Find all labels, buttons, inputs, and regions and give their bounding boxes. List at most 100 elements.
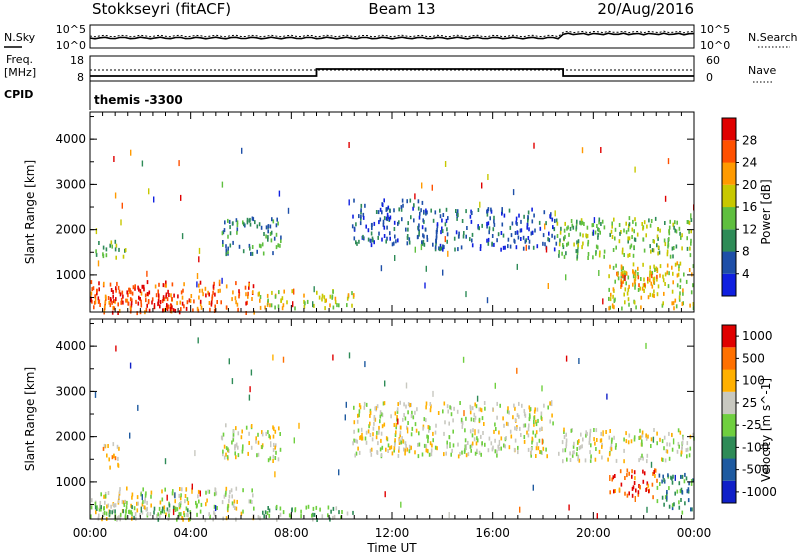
heatmap-cell	[134, 286, 136, 291]
heatmap-cell	[116, 517, 118, 522]
heatmap-cell	[456, 409, 459, 414]
heatmap-cell	[272, 454, 275, 459]
heatmap-cell	[145, 307, 148, 312]
heatmap-cell	[679, 489, 682, 494]
heatmap-cell	[620, 272, 623, 276]
heatmap-cell	[504, 245, 506, 250]
heatmap-cell	[137, 501, 139, 506]
heatmap-cell	[613, 435, 615, 440]
heatmap-cell	[126, 298, 129, 303]
heatmap-cell	[116, 281, 118, 286]
heatmap-cell	[231, 440, 233, 445]
noise-panel-frame	[89, 24, 695, 49]
colorbar-swatch	[722, 369, 736, 392]
heatmap-cell	[612, 287, 615, 292]
heatmap-cell	[96, 505, 98, 510]
heatmap-cell	[235, 486, 238, 491]
heatmap-cell	[449, 405, 451, 410]
heatmap-cell	[523, 439, 526, 444]
heatmap-cell	[120, 297, 123, 302]
heatmap-cell	[611, 303, 614, 308]
heatmap-cell	[385, 436, 388, 441]
heatmap-cell	[651, 270, 654, 275]
heatmap-cell	[473, 412, 476, 417]
heatmap-cell	[222, 452, 224, 457]
heatmap-cell	[109, 303, 112, 308]
heatmap-cell	[680, 498, 682, 502]
heatmap-cell	[612, 475, 615, 480]
heatmap-cell	[362, 212, 365, 217]
heatmap-cell	[117, 302, 119, 307]
heatmap-cell	[538, 438, 541, 443]
heatmap-cell	[692, 432, 694, 437]
heatmap-cell	[516, 263, 518, 270]
heatmap-cell	[666, 490, 668, 494]
heatmap-cell	[196, 273, 199, 279]
heatmap-cell	[338, 303, 340, 308]
heatmap-cell	[303, 299, 305, 304]
heatmap-cell	[316, 290, 318, 295]
heatmap-cell	[488, 230, 490, 235]
noise-right-tick-bottom: 10^0	[700, 39, 730, 52]
heatmap-cell	[114, 456, 117, 461]
heatmap-cell	[534, 433, 537, 438]
heatmap-cell	[586, 431, 588, 436]
heatmap-cell	[506, 409, 509, 414]
heatmap-cell	[431, 443, 433, 448]
heatmap-cell	[623, 228, 625, 233]
heatmap-cell	[209, 514, 211, 519]
cpid-label: CPID	[4, 88, 33, 101]
heatmap-cell	[263, 232, 265, 236]
heatmap-cell	[528, 413, 531, 418]
heatmap-cell	[614, 297, 616, 302]
heatmap-cell	[420, 244, 423, 251]
heatmap-cell	[650, 219, 653, 223]
heatmap-cell	[551, 233, 553, 238]
heatmap-cell	[169, 307, 172, 311]
heatmap-cell	[643, 248, 646, 253]
heatmap-cell	[469, 444, 472, 449]
heatmap-cell	[542, 446, 545, 451]
heatmap-cell	[499, 403, 501, 408]
heatmap-cell	[117, 515, 120, 520]
heatmap-cell	[279, 432, 281, 436]
heatmap-cell	[644, 282, 646, 287]
heatmap-cell	[611, 437, 613, 442]
heatmap-cell	[102, 245, 105, 250]
heatmap-cell	[166, 303, 168, 308]
heatmap-cell	[528, 417, 531, 422]
heatmap-cell	[653, 239, 655, 244]
heatmap-cell	[601, 455, 603, 460]
heatmap-cell	[500, 446, 502, 451]
heatmap-cell	[227, 250, 229, 254]
heatmap-cell	[346, 296, 349, 301]
heatmap-cell	[159, 300, 162, 304]
heatmap-cell	[620, 267, 623, 272]
heatmap-cell	[277, 243, 279, 248]
heatmap-cell	[465, 416, 467, 421]
heatmap-cell	[129, 297, 132, 302]
heatmap-cell	[491, 447, 494, 452]
heatmap-cell	[425, 444, 428, 449]
heatmap-cell	[229, 231, 232, 236]
heatmap-cell	[273, 426, 275, 431]
heatmap-cell	[682, 301, 684, 306]
heatmap-cell	[484, 406, 486, 411]
heatmap-cell	[403, 402, 405, 407]
heatmap-cell	[620, 278, 622, 283]
heatmap-cell	[195, 500, 197, 505]
time-tick-label: 12:00	[375, 526, 410, 540]
heatmap-cell	[126, 290, 128, 295]
heatmap-cell	[104, 500, 106, 505]
heatmap-cell	[183, 282, 185, 287]
heatmap-cell	[567, 241, 570, 246]
heatmap-cell	[651, 274, 653, 279]
heatmap-cell	[540, 415, 543, 420]
heatmap-cell	[380, 265, 383, 272]
heatmap-cell	[259, 516, 261, 521]
heatmap-cell	[358, 403, 361, 408]
heatmap-cell	[533, 422, 535, 427]
heatmap-cell	[151, 300, 153, 305]
heatmap-cell	[668, 237, 670, 242]
heatmap-cell	[323, 295, 326, 300]
